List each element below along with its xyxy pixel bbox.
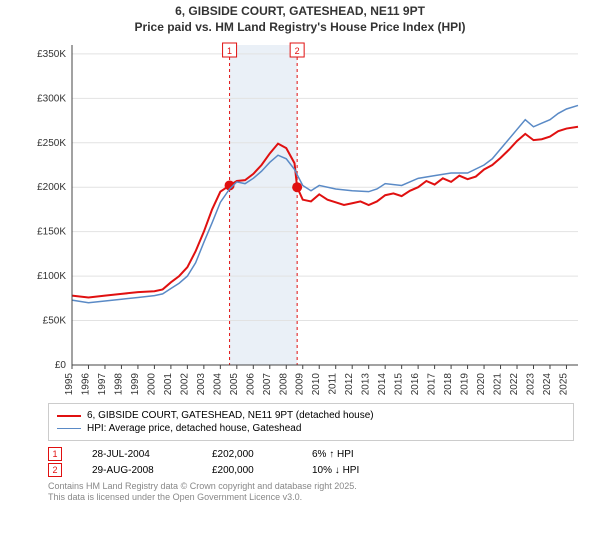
svg-text:£300K: £300K: [37, 94, 66, 105]
annotation-table: 1 28-JUL-2004 £202,000 6% ↑ HPI 2 29-AUG-2008…: [48, 447, 574, 477]
legend-item: HPI: Average price, detached house, Gate…: [57, 423, 565, 434]
legend-series-line: [57, 428, 81, 430]
svg-text:2012: 2012: [344, 373, 355, 396]
footer-attribution: Contains HM Land Registry data © Crown c…: [48, 481, 574, 503]
annotation-price: £202,000: [212, 449, 282, 460]
legend-item: 6, GIBSIDE COURT, GATESHEAD, NE11 9PT (d…: [57, 410, 565, 421]
svg-text:1: 1: [227, 46, 232, 56]
svg-text:1996: 1996: [80, 373, 91, 396]
svg-text:£100K: £100K: [37, 271, 66, 282]
svg-text:2013: 2013: [361, 373, 372, 396]
svg-text:2014: 2014: [377, 373, 388, 396]
svg-text:2004: 2004: [212, 373, 223, 396]
svg-text:£0: £0: [55, 360, 67, 371]
svg-text:2019: 2019: [460, 373, 471, 396]
svg-text:2023: 2023: [525, 373, 536, 396]
svg-text:2007: 2007: [262, 373, 273, 396]
annotation-date: 29-AUG-2008: [92, 465, 182, 476]
svg-text:2006: 2006: [245, 373, 256, 396]
svg-text:£200K: £200K: [37, 182, 66, 193]
svg-text:1995: 1995: [64, 373, 75, 396]
legend-label: HPI: Average price, detached house, Gate…: [87, 423, 301, 434]
svg-text:2010: 2010: [311, 373, 322, 396]
annotation-change: 6% ↑ HPI: [312, 449, 392, 460]
footer-line-2: This data is licensed under the Open Gov…: [48, 492, 574, 503]
annotation-row: 1 28-JUL-2004 £202,000 6% ↑ HPI: [48, 447, 574, 461]
svg-text:£150K: £150K: [37, 227, 66, 238]
svg-text:1997: 1997: [97, 373, 108, 396]
annotation-date: 28-JUL-2004: [92, 449, 182, 460]
svg-text:2001: 2001: [163, 373, 174, 396]
svg-text:£50K: £50K: [43, 316, 67, 327]
legend-label: 6, GIBSIDE COURT, GATESHEAD, NE11 9PT (d…: [87, 410, 374, 421]
annotation-change: 10% ↓ HPI: [312, 465, 392, 476]
svg-text:2003: 2003: [196, 373, 207, 396]
svg-text:2022: 2022: [509, 373, 520, 396]
annotation-row: 2 29-AUG-2008 £200,000 10% ↓ HPI: [48, 463, 574, 477]
annotation-marker: 1: [48, 447, 62, 461]
annotation-marker: 2: [48, 463, 62, 477]
chart-area: £0 £50K £100K £150K £200K £250K £300K £350K 1995…: [26, 39, 586, 399]
svg-text:2002: 2002: [179, 373, 190, 396]
title-line-1: 6, GIBSIDE COURT, GATESHEAD, NE11 9PT: [8, 4, 592, 20]
svg-text:1998: 1998: [113, 373, 124, 396]
svg-text:2016: 2016: [410, 373, 421, 396]
svg-text:2009: 2009: [295, 373, 306, 396]
svg-text:2000: 2000: [146, 373, 157, 396]
svg-text:2008: 2008: [278, 373, 289, 396]
svg-text:2011: 2011: [328, 373, 339, 395]
svg-text:1999: 1999: [130, 373, 141, 396]
svg-text:2: 2: [295, 46, 300, 56]
svg-text:2020: 2020: [476, 373, 487, 396]
svg-text:2025: 2025: [558, 373, 569, 396]
footer-line-1: Contains HM Land Registry data © Crown c…: [48, 481, 574, 492]
svg-text:2017: 2017: [427, 373, 438, 396]
svg-text:2018: 2018: [443, 373, 454, 396]
chart-title: 6, GIBSIDE COURT, GATESHEAD, NE11 9PT Pr…: [8, 4, 592, 35]
legend: 6, GIBSIDE COURT, GATESHEAD, NE11 9PT (d…: [48, 403, 574, 441]
line-chart-svg: £0 £50K £100K £150K £200K £250K £300K £350K 1995…: [26, 39, 586, 399]
svg-text:£250K: £250K: [37, 138, 66, 149]
svg-text:2021: 2021: [493, 373, 504, 396]
legend-series-line: [57, 415, 81, 417]
svg-text:£350K: £350K: [37, 49, 66, 60]
svg-text:2024: 2024: [542, 373, 553, 396]
svg-text:2015: 2015: [394, 373, 405, 396]
title-line-2: Price paid vs. HM Land Registry's House …: [8, 20, 592, 36]
annotation-price: £200,000: [212, 465, 282, 476]
svg-text:2005: 2005: [229, 373, 240, 396]
